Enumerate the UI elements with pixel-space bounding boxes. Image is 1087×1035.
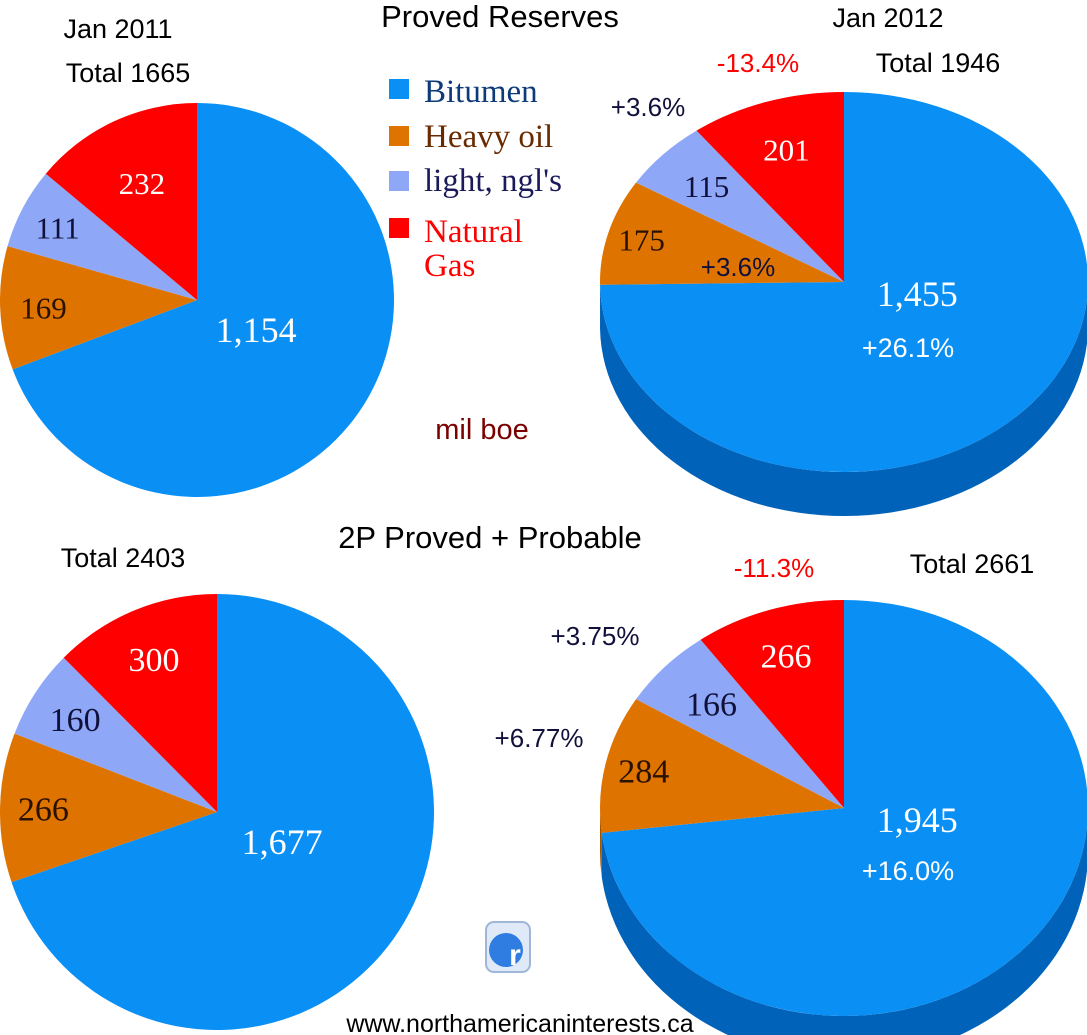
legend-swatch-bitumen bbox=[389, 79, 409, 99]
pie-2-value-label-light-ngls: 160 bbox=[50, 702, 101, 739]
pie-1-slice-light-ngls bbox=[636, 130, 844, 282]
logo-ring bbox=[489, 933, 523, 967]
chart4-annotation-bitumen: +16.0% bbox=[862, 856, 954, 886]
unit-label: mil boe bbox=[435, 414, 529, 446]
pie-chart-jan2012-proved: 1,455 175 115 201 bbox=[600, 92, 1087, 516]
logo-letter: r bbox=[509, 939, 521, 972]
pie-0-value-label-light-ngls: 111 bbox=[36, 210, 80, 245]
twop-title: 2P Proved + Probable bbox=[338, 520, 642, 555]
pie-0-value-label-natural-gas: 232 bbox=[119, 166, 166, 201]
pie-1-slice-natural-gas bbox=[696, 92, 844, 282]
pie-2-slice-heavy-oil bbox=[0, 733, 217, 883]
pie-2-slice-bitumen bbox=[11, 594, 435, 1030]
pie-1-value-label-light-ngls: 115 bbox=[684, 169, 729, 204]
chart1-title: Jan 2011 bbox=[63, 14, 172, 44]
chart4-annotation-gas: -11.3% bbox=[734, 553, 814, 583]
legend-swatch-light-ngls bbox=[389, 171, 409, 191]
pie-1-value-label-bitumen: 1,455 bbox=[877, 274, 958, 314]
legend-swatch-natural-gas bbox=[389, 218, 409, 238]
chart3-total: Total 2403 bbox=[61, 543, 186, 573]
chart2-annotation-light: +3.6% bbox=[611, 92, 685, 122]
pie-3-value-label-bitumen: 1,945 bbox=[877, 800, 958, 840]
pie-0-value-label-bitumen: 1,154 bbox=[216, 310, 297, 350]
pie-3-value-label-natural-gas: 266 bbox=[760, 639, 811, 676]
chart2-annotation-gas: -13.4% bbox=[717, 48, 799, 78]
pie-chart-2012-proved-probable: 1,945 284 166 266 bbox=[600, 600, 1087, 1035]
legend-label-bitumen: Bitumen bbox=[424, 74, 538, 110]
pie-2-slice-light-ngls bbox=[14, 657, 217, 812]
chart2-annotation-heavy: +3.6% bbox=[701, 252, 775, 282]
legend: Bitumen Heavy oil light, ngl's Natural G… bbox=[389, 74, 562, 284]
pie-0-slice-light-ngls bbox=[7, 173, 197, 300]
chart4-total: Total 2661 bbox=[910, 549, 1035, 579]
pie-0-value-label-heavy-oil: 169 bbox=[20, 290, 67, 325]
pie-1-side-bitumen bbox=[600, 284, 1087, 516]
pie-chart-2011-proved-probable: 1,677 266 160 300 bbox=[0, 594, 435, 1030]
pie-chart-jan2011-proved: 1,154 169 111 232 bbox=[0, 103, 394, 497]
pie-3-value-label-light-ngls: 166 bbox=[686, 686, 737, 723]
chart4-annotation-heavy: +6.77% bbox=[495, 723, 584, 753]
pie-1-slice-heavy-oil bbox=[600, 182, 844, 285]
pie-1-value-label-heavy-oil: 175 bbox=[618, 223, 665, 258]
pie-2-value-label-heavy-oil: 266 bbox=[18, 791, 69, 828]
pie-2-slice-natural-gas bbox=[63, 594, 217, 812]
pie-0-slice-natural-gas bbox=[45, 103, 198, 300]
chart2-total: Total 1946 bbox=[876, 48, 1001, 78]
proved-title: Proved Reserves bbox=[381, 0, 619, 34]
pie-3-slice-light-ngls bbox=[636, 639, 844, 808]
site-logo: r bbox=[485, 921, 531, 973]
pie-3-side-heavy-oil bbox=[600, 808, 602, 877]
chart1-total: Total 1665 bbox=[66, 58, 191, 88]
pie-1-value-label-natural-gas: 201 bbox=[763, 133, 810, 168]
legend-label-heavy-oil: Heavy oil bbox=[424, 119, 553, 155]
pie-2-value-label-natural-gas: 300 bbox=[128, 642, 179, 679]
pie-3-value-label-heavy-oil: 284 bbox=[618, 754, 669, 791]
website-text: www.northamericaninterests.ca bbox=[345, 1010, 693, 1035]
pie-1-slice-bitumen bbox=[600, 92, 1087, 472]
pie-0-slice-heavy-oil bbox=[0, 246, 198, 370]
pie-3-slice-heavy-oil bbox=[600, 699, 844, 833]
pie-0-slice-bitumen bbox=[12, 103, 394, 497]
chart2-annotation-bitumen: +26.1% bbox=[862, 333, 954, 363]
pie-3-slice-natural-gas bbox=[700, 600, 844, 808]
pie-3-slice-bitumen bbox=[601, 600, 1087, 1016]
chart2-title: Jan 2012 bbox=[832, 3, 943, 33]
legend-label-natural-gas: Natural bbox=[424, 214, 523, 250]
chart4-annotation-light: +3.75% bbox=[551, 621, 640, 651]
legend-label-light-ngls: light, ngl's bbox=[424, 163, 562, 199]
legend-swatch-heavy-oil bbox=[389, 126, 409, 146]
pie-2-value-label-bitumen: 1,677 bbox=[242, 822, 323, 862]
legend-label-natural-gas-line2: Gas bbox=[424, 248, 475, 284]
